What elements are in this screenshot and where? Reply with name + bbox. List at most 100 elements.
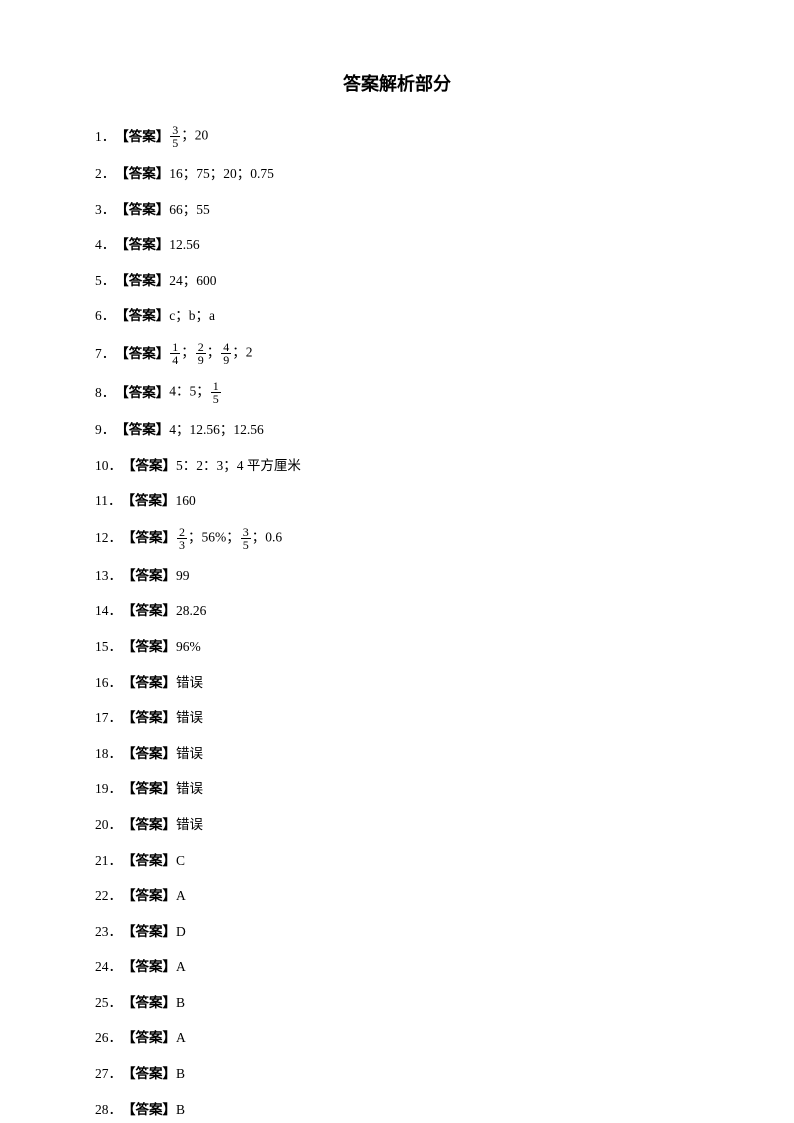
answer-content: 14；29；49；2	[169, 341, 252, 366]
answer-number: 5．	[95, 270, 115, 292]
answer-text: ；56%；	[188, 529, 240, 544]
answer-item: 6．【答案】c；b；a	[95, 305, 699, 327]
answer-item: 14．【答案】28.26	[95, 600, 699, 622]
answer-label: 【答案】	[122, 1063, 176, 1085]
answer-label: 【答案】	[122, 600, 176, 622]
fraction: 49	[221, 341, 231, 366]
fraction-denominator: 5	[170, 137, 180, 149]
answer-content: D	[176, 921, 186, 943]
answer-number: 17．	[95, 707, 122, 729]
answer-label: 【答案】	[115, 305, 169, 327]
fraction-denominator: 3	[177, 539, 187, 551]
fraction: 29	[196, 341, 206, 366]
answer-content: 错误	[176, 814, 203, 836]
answer-label: 【答案】	[122, 490, 176, 512]
answer-label: 【答案】	[122, 814, 176, 836]
answer-label: 【答案】	[122, 1027, 176, 1049]
page-title: 答案解析部分	[95, 70, 699, 96]
fraction-numerator: 3	[241, 526, 251, 539]
answer-item: 23．【答案】D	[95, 921, 699, 943]
answer-content: 错误	[176, 672, 203, 694]
answer-number: 23．	[95, 921, 122, 943]
answer-number: 7．	[95, 343, 115, 365]
answer-item: 19．【答案】错误	[95, 778, 699, 800]
answer-label: 【答案】	[122, 850, 176, 872]
answer-item: 26．【答案】A	[95, 1027, 699, 1049]
fraction: 14	[170, 341, 180, 366]
answer-label: 【答案】	[122, 956, 176, 978]
answer-label: 【答案】	[122, 778, 176, 800]
answer-number: 25．	[95, 992, 122, 1014]
fraction: 15	[211, 380, 221, 405]
answer-text: 4：5；	[169, 384, 210, 399]
answer-label: 【答案】	[115, 163, 169, 185]
answer-item: 18．【答案】错误	[95, 743, 699, 765]
answer-content: 23；56%；35；0.6	[176, 526, 282, 551]
answer-item: 27．【答案】B	[95, 1063, 699, 1085]
answer-number: 14．	[95, 600, 122, 622]
answer-content: 35；20	[169, 124, 208, 149]
answer-content: 12.56	[169, 234, 199, 256]
answer-label: 【答案】	[122, 921, 176, 943]
answer-number: 16．	[95, 672, 122, 694]
answer-text: ；	[181, 345, 195, 360]
answer-number: 10．	[95, 455, 122, 477]
answer-item: 28．【答案】B	[95, 1099, 699, 1121]
answer-content: C	[176, 850, 185, 872]
answer-item: 12．【答案】23；56%；35；0.6	[95, 526, 699, 551]
fraction-denominator: 9	[221, 354, 231, 366]
answer-number: 4．	[95, 234, 115, 256]
answer-label: 【答案】	[115, 234, 169, 256]
answer-content: 66；55	[169, 199, 210, 221]
answer-content: 4；12.56；12.56	[169, 419, 264, 441]
answer-content: 96%	[176, 636, 201, 658]
answer-label: 【答案】	[122, 992, 176, 1014]
answer-number: 18．	[95, 743, 122, 765]
answer-label: 【答案】	[115, 126, 169, 148]
answer-content: 错误	[176, 743, 203, 765]
answer-content: 错误	[176, 778, 203, 800]
answer-item: 13．【答案】99	[95, 565, 699, 587]
answer-label: 【答案】	[115, 343, 169, 365]
answer-item: 4．【答案】12.56	[95, 234, 699, 256]
answer-number: 28．	[95, 1099, 122, 1121]
fraction-denominator: 9	[196, 354, 206, 366]
answer-number: 24．	[95, 956, 122, 978]
answer-number: 9．	[95, 419, 115, 441]
answer-item: 10．【答案】5：2：3；4 平方厘米	[95, 455, 699, 477]
answer-item: 20．【答案】错误	[95, 814, 699, 836]
answer-item: 3．【答案】66；55	[95, 199, 699, 221]
answer-item: 22．【答案】A	[95, 885, 699, 907]
answer-item: 2．【答案】16；75；20；0.75	[95, 163, 699, 185]
answer-content: A	[176, 1027, 186, 1049]
answer-item: 9．【答案】4；12.56；12.56	[95, 419, 699, 441]
answer-number: 26．	[95, 1027, 122, 1049]
answer-label: 【答案】	[122, 1099, 176, 1121]
answer-content: c；b；a	[169, 305, 215, 327]
answer-number: 3．	[95, 199, 115, 221]
answer-content: 错误	[176, 707, 203, 729]
answer-item: 7．【答案】14；29；49；2	[95, 341, 699, 366]
fraction-denominator: 5	[241, 539, 251, 551]
answer-item: 24．【答案】A	[95, 956, 699, 978]
fraction: 35	[170, 124, 180, 149]
answer-content: 5：2：3；4 平方厘米	[176, 455, 301, 477]
answer-item: 8．【答案】4：5；15	[95, 380, 699, 405]
answer-item: 15．【答案】96%	[95, 636, 699, 658]
answer-content: A	[176, 956, 186, 978]
answer-content: 24；600	[169, 270, 216, 292]
answer-item: 25．【答案】B	[95, 992, 699, 1014]
answer-number: 27．	[95, 1063, 122, 1085]
answer-list: 1．【答案】35；202．【答案】16；75；20；0.753．【答案】66；5…	[95, 124, 699, 1120]
answer-item: 11．【答案】160	[95, 490, 699, 512]
answer-item: 17．【答案】错误	[95, 707, 699, 729]
answer-number: 11．	[95, 490, 122, 512]
answer-label: 【答案】	[115, 270, 169, 292]
answer-label: 【答案】	[122, 527, 176, 549]
answer-item: 1．【答案】35；20	[95, 124, 699, 149]
answer-content: 160	[176, 490, 196, 512]
answer-number: 22．	[95, 885, 122, 907]
answer-content: 16；75；20；0.75	[169, 163, 274, 185]
answer-item: 5．【答案】24；600	[95, 270, 699, 292]
answer-label: 【答案】	[115, 419, 169, 441]
